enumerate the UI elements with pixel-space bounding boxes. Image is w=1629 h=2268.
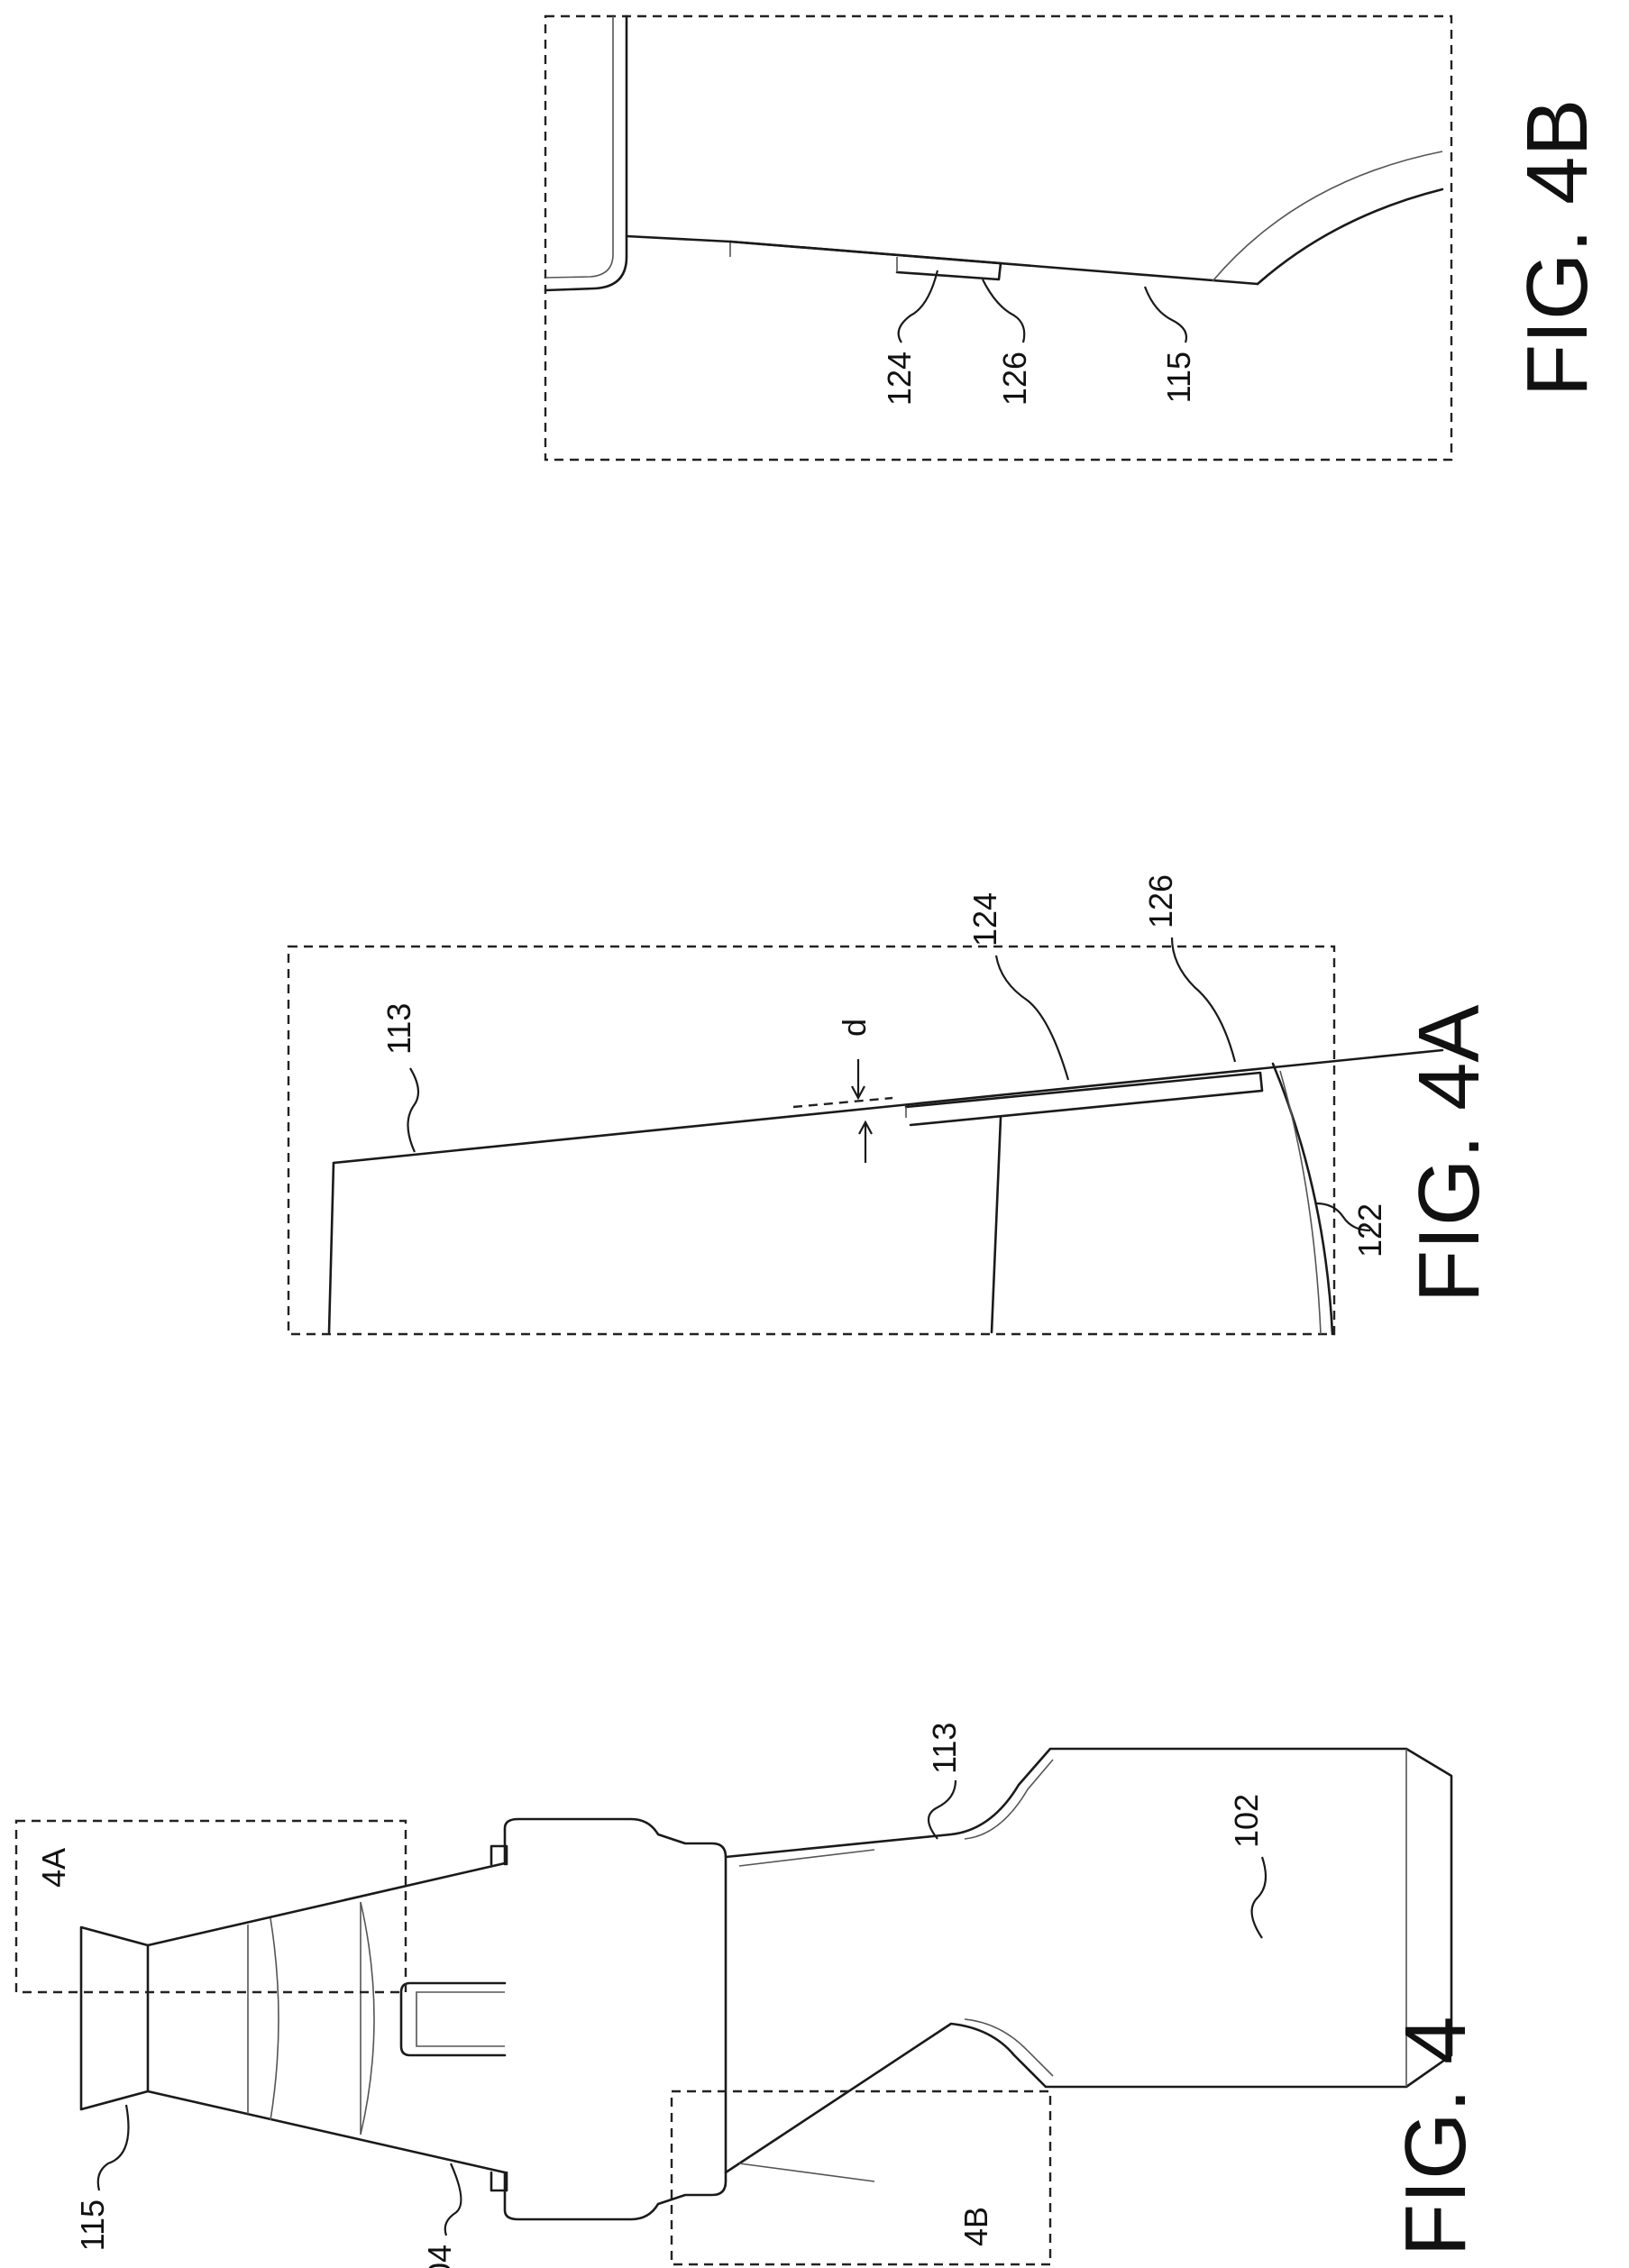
ref-113-fig4: 113	[926, 1723, 963, 1774]
leader-113-fig4	[929, 1780, 956, 1839]
ref-124-fig4b: 124	[881, 352, 918, 406]
figure-4a: d 113 124 126 122 FIG. 4A	[288, 874, 1497, 1334]
leader-104	[445, 2163, 462, 2236]
ref-124-fig4a: 124	[966, 892, 1003, 947]
leader-115-fig4	[98, 2105, 129, 2190]
curved-edge-122	[1273, 1064, 1332, 1334]
ref-113-fig4a: 113	[380, 1003, 417, 1055]
figure-title-4b: FIG. 4B	[1509, 99, 1606, 398]
leader-126-fig4a	[1172, 937, 1235, 1062]
ref-126-fig4b: 126	[996, 352, 1033, 406]
leader-102	[1252, 1857, 1266, 1938]
surface-line-115	[627, 236, 1258, 284]
ref-122: 122	[1351, 1203, 1388, 1257]
ref-126-fig4a: 126	[1142, 874, 1179, 928]
ref-115-fig4: 115	[74, 2199, 111, 2251]
figure-title-4a: FIG. 4A	[1401, 1005, 1497, 1303]
leader-124-fig4a	[996, 956, 1068, 1080]
detail-label-4b: 4B	[957, 2207, 994, 2246]
dimension-d: d	[836, 1019, 873, 1037]
leader-113-fig4a	[408, 1068, 419, 1152]
leader-115-fig4b	[1145, 287, 1186, 343]
curved-edge-fig4b	[1258, 189, 1442, 284]
detail-box-4a	[16, 1821, 406, 1992]
figure-4b: 124 126 115 FIG. 4B	[545, 16, 1606, 460]
ref-102: 102	[1228, 1794, 1265, 1848]
figure-title-4: FIG. 4	[1387, 2017, 1484, 2257]
ref-115-fig4b: 115	[1160, 352, 1197, 403]
figure-4: 4A 4B 115 104 113 102 FIG. 4	[16, 1723, 1484, 2268]
leader-124-fig4b	[899, 270, 938, 343]
detail-label-4a: 4A	[35, 1848, 72, 1888]
leader-126-fig4b	[983, 279, 1024, 343]
ref-104: 104	[421, 2245, 458, 2268]
detail-frame-4a	[288, 947, 1334, 1334]
surface-line-113	[334, 1050, 1442, 1163]
